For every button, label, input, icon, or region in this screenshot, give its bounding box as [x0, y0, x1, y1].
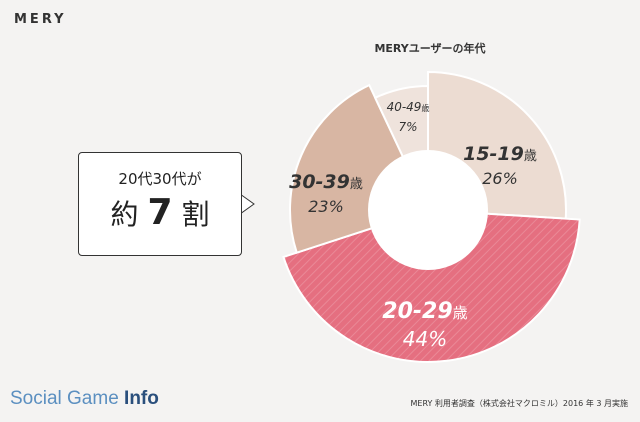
callout-text: 20代30代が	[118, 170, 202, 188]
chart-title: MERYユーザーの年代	[374, 42, 486, 55]
callout-value: 約 7 割	[78, 192, 242, 233]
source-note: MERY 利用者調査（株式会社マクロミル）2016 年 3 月実施	[410, 399, 628, 408]
slice-value-20-29: 44%	[403, 327, 447, 351]
callout-number: 7	[147, 192, 173, 233]
slice-label-15-19: 15-19歳	[463, 143, 537, 165]
slice-label-30-39: 30-39歳	[289, 171, 363, 193]
donut-hole	[368, 150, 488, 270]
callout-suffix: 割	[181, 198, 210, 231]
slice-hatch	[283, 210, 580, 363]
brand-text-a: Social Game	[10, 388, 125, 409]
slice-label-20-29: 20-29歳	[382, 299, 467, 324]
mery-logo: MERY	[14, 12, 67, 27]
slice-value-40-49: 7%	[398, 120, 417, 134]
callout-prefix: 約	[110, 198, 139, 231]
slice-value-15-19: 26%	[482, 169, 518, 188]
slice-label-40-49: 40-49歳	[387, 100, 430, 114]
callout-box	[78, 152, 242, 256]
brand-logo: Social Game Info	[10, 388, 159, 410]
callout: 20代30代が 約 7 割	[78, 152, 255, 256]
slice-value-30-39: 23%	[308, 197, 344, 216]
brand-text-b: Info	[124, 388, 159, 409]
